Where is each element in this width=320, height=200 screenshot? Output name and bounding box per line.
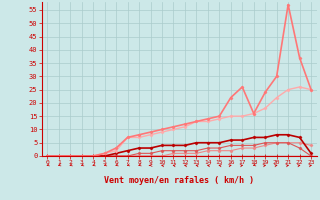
X-axis label: Vent moyen/en rafales ( km/h ): Vent moyen/en rafales ( km/h ) — [104, 176, 254, 185]
